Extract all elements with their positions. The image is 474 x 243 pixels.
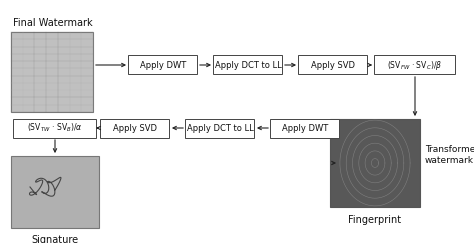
FancyBboxPatch shape: [271, 119, 339, 138]
Text: Apply DCT to LL: Apply DCT to LL: [187, 123, 254, 132]
FancyBboxPatch shape: [185, 119, 255, 138]
FancyBboxPatch shape: [374, 55, 456, 75]
Text: Signature: Signature: [31, 235, 79, 243]
Text: Apply SVD: Apply SVD: [311, 61, 355, 69]
Text: Apply DWT: Apply DWT: [140, 61, 186, 69]
Bar: [330, 119, 420, 207]
Text: Transformed
watermark: Transformed watermark: [425, 145, 474, 165]
Text: (SV$_{FW}$ · SV$_{C}$)/$\beta$: (SV$_{FW}$ · SV$_{C}$)/$\beta$: [387, 59, 443, 71]
Text: Final Watermark: Final Watermark: [13, 18, 92, 28]
Text: Apply DCT to LL: Apply DCT to LL: [215, 61, 282, 69]
Text: (SV$_{TW}$ · SV$_{B}$)/$\alpha$: (SV$_{TW}$ · SV$_{B}$)/$\alpha$: [27, 122, 83, 134]
FancyBboxPatch shape: [13, 119, 97, 138]
Text: Fingerprint: Fingerprint: [348, 215, 401, 225]
Bar: [11, 32, 93, 112]
FancyBboxPatch shape: [128, 55, 198, 75]
FancyBboxPatch shape: [100, 119, 170, 138]
FancyBboxPatch shape: [299, 55, 367, 75]
Bar: [11, 156, 99, 228]
Text: Apply DWT: Apply DWT: [282, 123, 328, 132]
Text: Apply SVD: Apply SVD: [113, 123, 157, 132]
FancyBboxPatch shape: [213, 55, 283, 75]
